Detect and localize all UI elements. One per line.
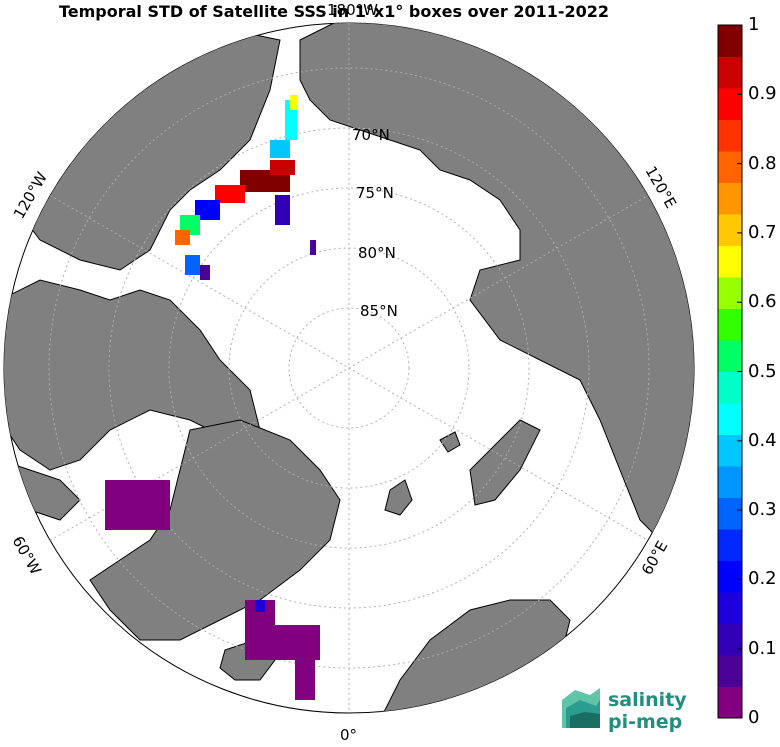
lat-label-75: 75°N [356,184,394,202]
colorbar-tick-label: 0.5 [748,360,777,382]
std-boxes [105,95,320,700]
colorbar-segment [718,214,742,246]
colorbar-segment [718,623,742,656]
colorbar-segment [718,56,742,89]
colorbar-segment [718,277,742,309]
colorbar-segment [718,560,742,593]
colorbar-tick-label: 0.7 [748,221,777,243]
colorbar-segment [718,592,742,624]
colorbar-segment [718,119,742,152]
colorbar-tick-label: 0 [748,707,760,728]
colorbar-tick-label: 0.8 [748,152,777,174]
colorbar-segment [718,25,742,57]
colorbar-segment [718,466,742,498]
colorbar-segment [718,88,742,120]
colorbar-tick-label: 0.6 [748,291,777,313]
lat-label-80: 80°N [358,244,396,262]
colorbar-segment [718,497,742,530]
lat-labels: 70°N 75°N 80°N 85°N [352,126,398,320]
colorbar-segment [718,434,742,467]
lon-label-0: 0° [340,726,357,744]
colorbar-segment [718,151,742,183]
colorbar [717,24,743,719]
lon-label-60w: 60°W [9,533,45,578]
colorbar-tick-label: 0.4 [748,429,777,451]
colorbar-segment [718,308,742,341]
colorbar-segment [718,403,742,435]
colorbar-segment [718,245,742,278]
land-franz-josef [439,431,461,453]
page-title: Temporal STD of Satellite SSS in 1°x1° b… [58,2,610,21]
lat-label-85: 85°N [360,302,398,320]
colorbar-segment [718,686,742,719]
logo-line1: salinity [608,689,687,711]
colorbar-tick-label: 1 [748,14,760,35]
colorbar-tick-label: 0.3 [748,499,777,521]
lat-label-70: 70°N [352,126,390,144]
colorbar-segment [718,371,742,404]
lon-label-180w: 180°W [327,1,378,19]
land-svalbard [384,479,413,516]
colorbar-tick-label: 0.9 [748,83,777,105]
land-greenland [89,419,341,641]
logo-mark [562,688,600,728]
colorbar-segment [718,655,742,687]
logo-line2: pi-mep [608,711,683,733]
colorbar-tick-label: 0.2 [748,568,777,590]
graticule [48,23,650,713]
colorbar-segment [718,182,742,215]
colorbar-tick-label: 0.1 [748,637,777,659]
colorbar-segment [718,340,742,372]
colorbar-segment [718,529,742,561]
